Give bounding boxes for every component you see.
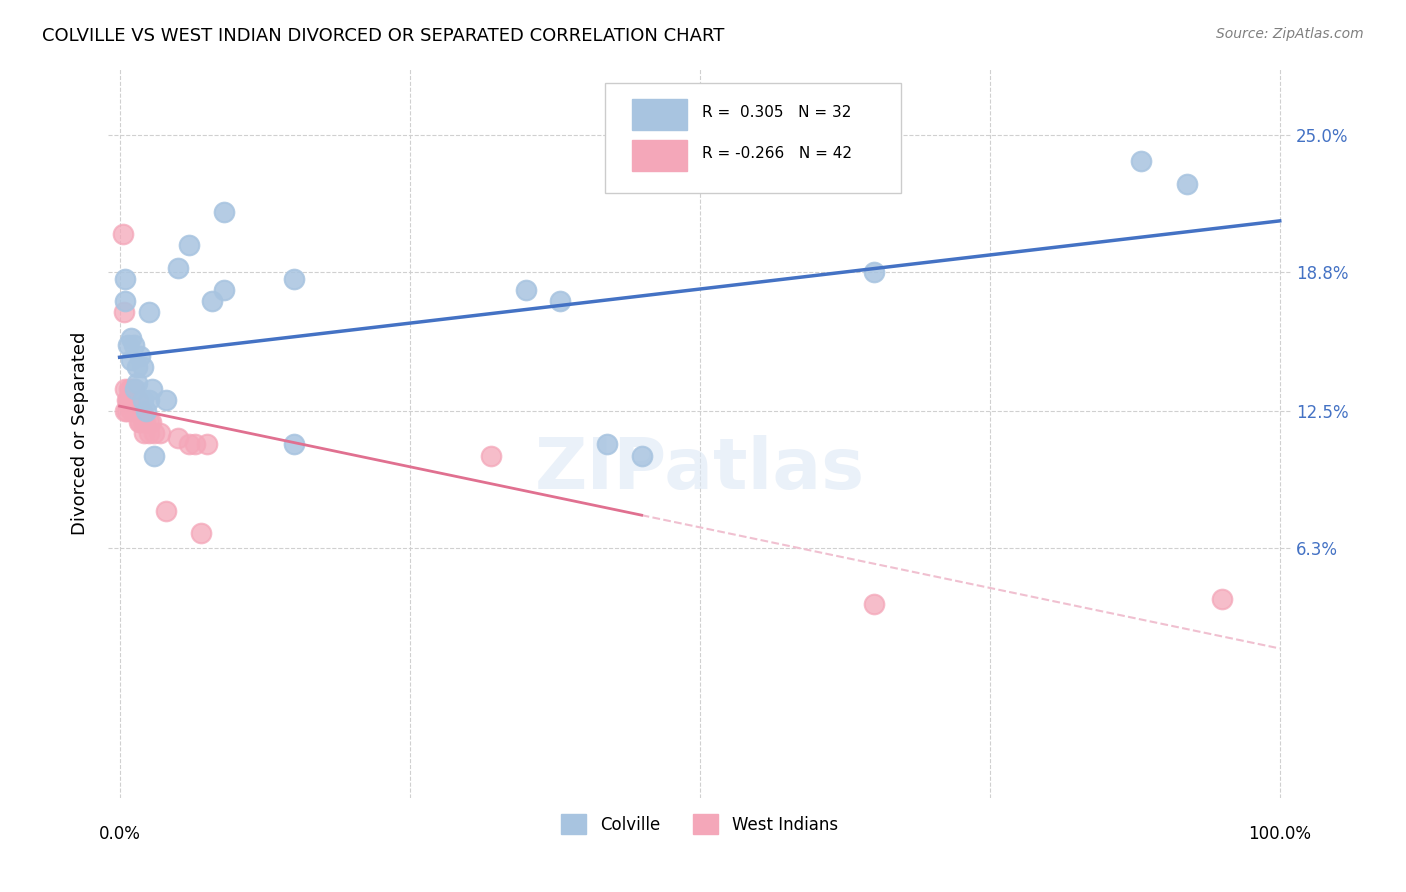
Point <box>118 393 141 408</box>
Point <box>120 353 142 368</box>
Text: ZIPatlas: ZIPatlas <box>534 435 865 504</box>
Point <box>125 393 148 408</box>
Point <box>128 416 150 430</box>
Point <box>283 437 305 451</box>
Point <box>127 393 149 408</box>
Point <box>179 238 201 252</box>
Point <box>112 305 135 319</box>
Point <box>1129 154 1152 169</box>
Text: R =  0.305   N = 32: R = 0.305 N = 32 <box>702 104 852 120</box>
Point <box>184 437 207 451</box>
Point <box>125 393 148 408</box>
Point <box>120 404 142 418</box>
Point <box>122 382 145 396</box>
Point <box>120 331 142 345</box>
Point <box>120 393 142 408</box>
Point <box>149 426 172 441</box>
Point <box>114 382 136 396</box>
FancyBboxPatch shape <box>633 140 686 170</box>
Point <box>212 283 235 297</box>
Point <box>118 398 141 412</box>
Point <box>143 449 166 463</box>
Point <box>124 393 146 408</box>
Point <box>125 376 148 390</box>
Point <box>550 293 572 308</box>
Text: 0.0%: 0.0% <box>98 825 141 843</box>
Point <box>139 416 162 430</box>
Point <box>125 404 148 418</box>
Point <box>179 437 201 451</box>
Point <box>125 360 148 375</box>
Point <box>166 260 188 275</box>
Point <box>117 338 139 352</box>
Point <box>135 404 157 418</box>
Text: 100.0%: 100.0% <box>1249 825 1312 843</box>
Point <box>862 265 884 279</box>
Point <box>114 271 136 285</box>
Point <box>114 404 136 418</box>
Point <box>129 416 152 430</box>
Point <box>479 449 502 463</box>
Point <box>155 504 177 518</box>
Point <box>122 393 145 408</box>
Point <box>138 305 160 319</box>
Point <box>138 416 160 430</box>
Point <box>115 393 138 408</box>
FancyBboxPatch shape <box>633 99 686 130</box>
Point <box>138 393 160 408</box>
Point <box>141 382 163 396</box>
Text: R = -0.266   N = 42: R = -0.266 N = 42 <box>702 145 852 161</box>
Point <box>132 426 155 441</box>
Point <box>117 393 139 408</box>
Point <box>112 227 135 242</box>
Point <box>121 398 143 412</box>
Point <box>131 404 153 418</box>
Point <box>190 525 212 540</box>
Point <box>134 416 156 430</box>
Point <box>596 437 619 451</box>
Point <box>1211 592 1233 607</box>
FancyBboxPatch shape <box>605 83 901 193</box>
Point <box>120 382 142 396</box>
Point <box>515 283 537 297</box>
Text: COLVILLE VS WEST INDIAN DIVORCED OR SEPARATED CORRELATION CHART: COLVILLE VS WEST INDIAN DIVORCED OR SEPA… <box>42 27 724 45</box>
Point <box>862 597 884 611</box>
Legend: Colville, West Indians: Colville, West Indians <box>555 807 845 841</box>
Point <box>115 404 138 418</box>
Point <box>132 416 155 430</box>
Y-axis label: Divorced or Separated: Divorced or Separated <box>72 332 89 535</box>
Point <box>132 360 155 375</box>
Point <box>212 205 235 219</box>
Point <box>143 426 166 441</box>
Point <box>114 293 136 308</box>
Point <box>630 449 652 463</box>
Point <box>166 431 188 445</box>
Point <box>124 382 146 396</box>
Point <box>138 426 160 441</box>
Text: Source: ZipAtlas.com: Source: ZipAtlas.com <box>1216 27 1364 41</box>
Point <box>118 382 141 396</box>
Point <box>283 271 305 285</box>
Point <box>129 349 152 363</box>
Point <box>201 293 224 308</box>
Point <box>155 393 177 408</box>
Point <box>124 404 146 418</box>
Point <box>195 437 218 451</box>
Point <box>1175 177 1198 191</box>
Point <box>122 338 145 352</box>
Point <box>132 393 155 408</box>
